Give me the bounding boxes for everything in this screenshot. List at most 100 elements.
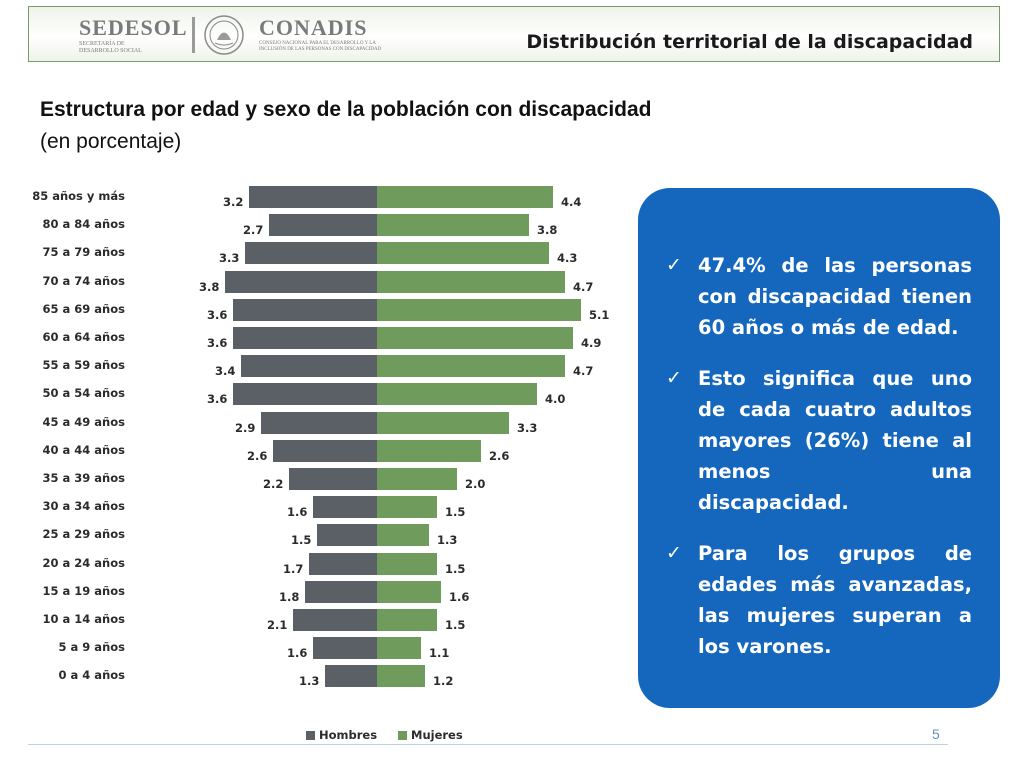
bar-mujeres (377, 355, 565, 378)
key-findings-panel: ✓ 47.4% de las personas con discapacidad… (638, 188, 1000, 708)
finding-text: 47.4% de las personas con discapacidad t… (698, 254, 972, 339)
bar-hombres (249, 186, 377, 208)
bar-hombres (293, 609, 377, 631)
age-group-label: 35 a 39 años (42, 471, 125, 485)
logo-divider (192, 17, 195, 53)
finding-bullet: ✓ 47.4% de las personas con discapacidad… (666, 250, 972, 343)
age-group-label: 85 años y más (32, 189, 125, 203)
value-label-hombres: 2.7 (243, 223, 264, 238)
age-group-label: 65 a 69 años (42, 301, 125, 316)
value-label-hombres: 2.2 (263, 477, 284, 491)
checkmark-icon: ✓ (666, 254, 682, 276)
bar-mujeres (377, 270, 565, 293)
bar-hombres (269, 214, 377, 237)
bar-hombres (261, 411, 377, 434)
bar-hombres (313, 496, 377, 519)
value-label-mujeres: 1.5 (445, 505, 466, 520)
value-label-mujeres: 3.8 (537, 223, 558, 238)
bar-hombres (233, 383, 377, 406)
bar-hombres (241, 355, 377, 378)
checkmark-icon: ✓ (666, 367, 682, 389)
bar-mujeres (377, 411, 509, 434)
bar-hombres (305, 580, 377, 603)
value-label-mujeres: 4.0 (545, 392, 566, 407)
national-seal-icon (204, 15, 244, 55)
age-group-label: 50 a 54 años (42, 386, 125, 401)
section-title: Distribución territorial de la discapaci… (526, 31, 973, 53)
legend-item: Hombres (306, 728, 377, 742)
conadis-logo-sub-1: CONSEJO NACIONAL PARA EL DESARROLLO Y LA (259, 41, 376, 46)
conadis-logo-sub-2: INCLUSIÓN DE LAS PERSONAS CON DISCAPACID… (259, 47, 382, 52)
slide-subtitle: (en porcentaje) (40, 130, 182, 153)
value-label-hombres: 2.9 (235, 420, 256, 435)
population-pyramid-chart: 85 años y más 3.2 4.4 80 a 84 años 2.7 3.8 75 … (20, 178, 630, 758)
bar-hombres (317, 524, 377, 547)
value-label-hombres: 2.1 (267, 618, 288, 632)
value-label-hombres: 1.8 (279, 589, 300, 604)
age-group-label: 75 a 79 años (42, 245, 125, 260)
age-group-label: 5 a 9 años (58, 640, 125, 655)
age-group-label: 0 a 4 años (58, 668, 125, 683)
value-label-hombres: 3.3 (219, 251, 240, 266)
age-group-label: 60 a 64 años (42, 330, 125, 344)
sedesol-logo-sub-2: DESARROLLO SOCIAL (79, 48, 142, 54)
age-group-label: 10 a 14 años (42, 612, 125, 626)
value-label-mujeres: 5.1 (589, 307, 610, 322)
value-label-hombres: 3.6 (207, 307, 228, 322)
value-label-hombres: 1.6 (287, 505, 308, 520)
bar-mujeres (377, 214, 529, 237)
value-label-mujeres: 1.2 (433, 674, 454, 689)
bar-mujeres (377, 439, 481, 462)
bar-hombres (233, 327, 377, 349)
sedesol-logo: SEDESOL SECRETARÍA DE DESARROLLO SOCIAL (79, 15, 188, 55)
bar-mujeres (377, 609, 437, 631)
value-label-mujeres: 3.3 (517, 420, 538, 435)
value-label-hombres: 1.5 (291, 533, 312, 548)
value-label-hombres: 1.7 (283, 561, 304, 576)
value-label-mujeres: 4.7 (573, 364, 594, 379)
value-label-hombres: 3.6 (207, 336, 228, 350)
age-group-label: 40 a 44 años (42, 442, 125, 457)
finding-bullet: ✓ Esto significa que uno de cada cuatro … (666, 363, 972, 518)
age-group-label: 20 a 24 años (42, 555, 125, 570)
value-label-mujeres: 2.6 (489, 448, 510, 463)
bar-mujeres (377, 637, 421, 660)
age-group-label: 25 a 29 años (42, 527, 125, 542)
age-group-label: 70 a 74 años (42, 273, 125, 288)
legend-label: Hombres (319, 728, 378, 742)
value-label-mujeres: 1.5 (445, 561, 466, 576)
header-banner: SEDESOL SECRETARÍA DE DESARROLLO SOCIAL … (28, 6, 1000, 62)
age-group-label: 45 a 49 años (42, 414, 125, 429)
bar-mujeres (377, 298, 581, 321)
finding-text: Para los grupos de edades más avanzadas,… (698, 542, 972, 658)
bar-hombres (309, 552, 377, 575)
bar-mujeres (377, 383, 537, 406)
value-label-mujeres: 4.7 (573, 279, 594, 294)
bar-hombres (273, 439, 377, 462)
value-label-hombres: 1.3 (299, 674, 320, 689)
legend-label: Mujeres (411, 728, 463, 742)
conadis-logo: CONADIS CONSEJO NACIONAL PARA EL DESARRO… (259, 15, 381, 53)
bar-hombres (233, 298, 377, 321)
bar-hombres (289, 468, 377, 490)
value-label-mujeres: 1.1 (429, 646, 450, 661)
value-label-hombres: 3.8 (199, 279, 220, 294)
legend-item: Mujeres (398, 728, 463, 742)
slide-title: Estructura por edad y sexo de la poblaci… (40, 98, 652, 121)
value-label-hombres: 3.6 (207, 392, 228, 407)
finding-bullet: ✓ Para los grupos de edades más avanzada… (666, 538, 972, 662)
legend-swatch (306, 730, 315, 740)
value-label-hombres: 2.6 (247, 448, 268, 463)
bar-hombres (325, 665, 377, 688)
legend-swatch (398, 730, 407, 740)
bar-hombres (225, 270, 377, 293)
bar-mujeres (377, 665, 425, 688)
footer-divider (28, 744, 948, 745)
age-group-label: 15 a 19 años (42, 583, 125, 598)
value-label-mujeres: 2.0 (465, 477, 486, 491)
page-number: 5 (932, 726, 940, 742)
value-label-hombres: 3.2 (223, 195, 244, 209)
conadis-logo-name: CONADIS (259, 15, 368, 40)
bar-hombres (245, 242, 377, 265)
bar-hombres (313, 637, 377, 660)
